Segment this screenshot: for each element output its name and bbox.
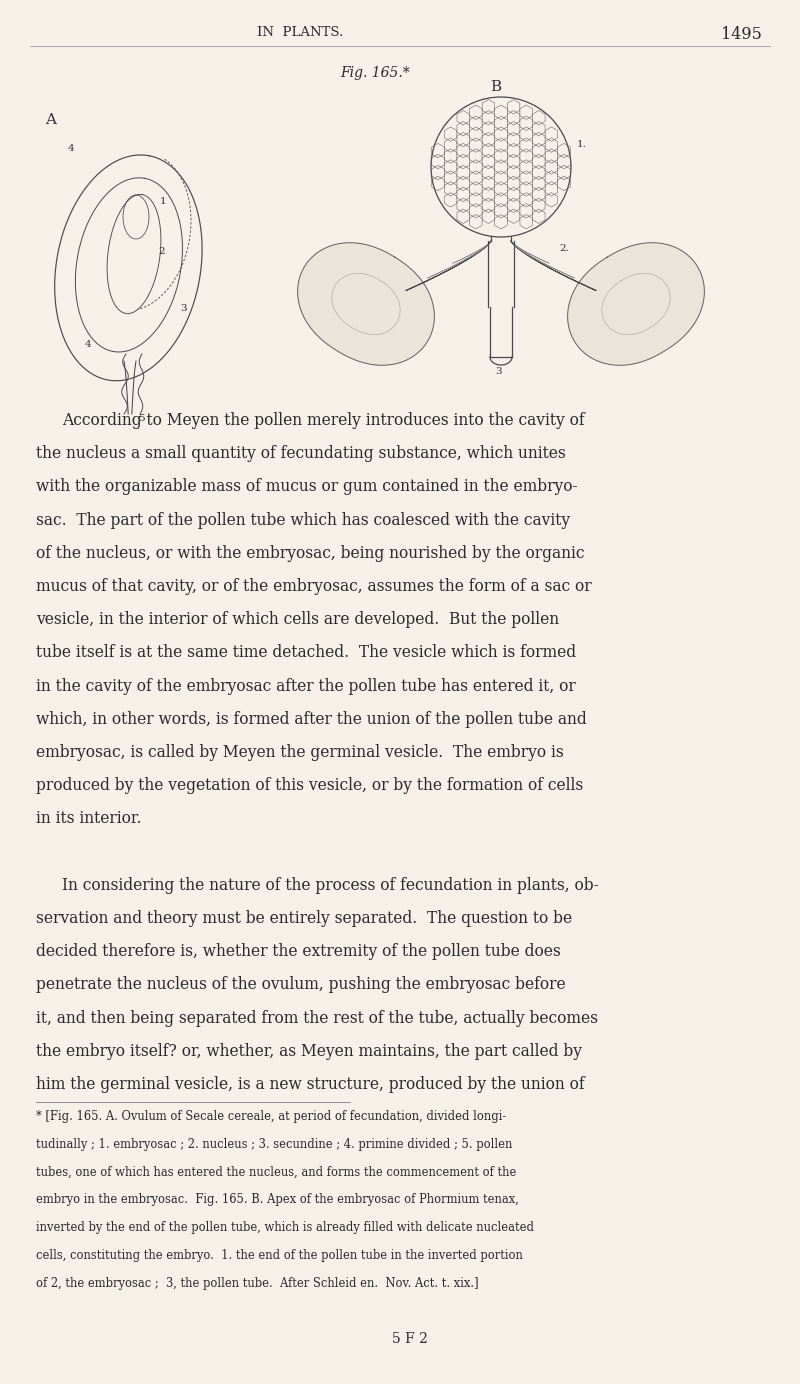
Text: 2: 2 xyxy=(158,246,165,256)
Text: embryosac, is called by Meyen the germinal vesicle.  The embryo is: embryosac, is called by Meyen the germin… xyxy=(36,745,564,761)
Text: mucus of that cavity, or of the embryosac, assumes the form of a sac or: mucus of that cavity, or of the embryosa… xyxy=(36,579,592,595)
Text: IN  PLANTS.: IN PLANTS. xyxy=(257,26,343,39)
Text: 2.: 2. xyxy=(559,244,569,253)
Text: tube itself is at the same time detached.  The vesicle which is formed: tube itself is at the same time detached… xyxy=(36,645,576,662)
Text: 3: 3 xyxy=(495,367,502,376)
Text: in the cavity of the embryosac after the pollen tube has entered it, or: in the cavity of the embryosac after the… xyxy=(36,678,576,695)
Text: servation and theory must be entirely separated.  The question to be: servation and theory must be entirely se… xyxy=(36,911,572,927)
Text: it, and then being separated from the rest of the tube, actually becomes: it, and then being separated from the re… xyxy=(36,1009,598,1027)
Text: the embryo itself? or, whether, as Meyen maintains, the part called by: the embryo itself? or, whether, as Meyen… xyxy=(36,1042,582,1060)
Text: inverted by the end of the pollen tube, which is already filled with delicate nu: inverted by the end of the pollen tube, … xyxy=(36,1221,534,1235)
Text: 4: 4 xyxy=(85,340,92,349)
Text: of 2, the embryosac ;  3, the pollen tube.  After Schleid en.  Nov. Act. t. xix.: of 2, the embryosac ; 3, the pollen tube… xyxy=(36,1277,478,1290)
Text: 4: 4 xyxy=(68,144,74,154)
Text: 3: 3 xyxy=(180,304,186,313)
Text: which, in other words, is formed after the union of the pollen tube and: which, in other words, is formed after t… xyxy=(36,711,586,728)
Text: A: A xyxy=(45,113,56,127)
Text: tudinally ; 1. embryosac ; 2. nucleus ; 3. secundine ; 4. primine divided ; 5. p: tudinally ; 1. embryosac ; 2. nucleus ; … xyxy=(36,1138,512,1151)
Text: vesicle, in the interior of which cells are developed.  But the pollen: vesicle, in the interior of which cells … xyxy=(36,612,559,628)
Text: * [Fig. 165. A. Ovulum of Secale cereale, at period of fecundation, divided long: * [Fig. 165. A. Ovulum of Secale cereale… xyxy=(36,1110,506,1122)
Text: 5: 5 xyxy=(138,414,145,424)
Text: sac.  The part of the pollen tube which has coalesced with the cavity: sac. The part of the pollen tube which h… xyxy=(36,512,570,529)
Polygon shape xyxy=(406,241,491,291)
Text: In considering the nature of the process of fecundation in plants, ob-: In considering the nature of the process… xyxy=(62,877,598,894)
Polygon shape xyxy=(568,242,704,365)
Text: 1.: 1. xyxy=(577,140,587,149)
Polygon shape xyxy=(298,242,434,365)
Text: B: B xyxy=(490,80,501,94)
Text: embryo in the embryosac.  Fig. 165. B. Apex of the embryosac of Phormium tenax,: embryo in the embryosac. Fig. 165. B. Ap… xyxy=(36,1193,519,1207)
Text: with the organizable mass of mucus or gum contained in the embryo-: with the organizable mass of mucus or gu… xyxy=(36,479,578,495)
Text: According to Meyen the pollen merely introduces into the cavity of: According to Meyen the pollen merely int… xyxy=(62,412,585,429)
Polygon shape xyxy=(511,241,596,291)
Text: decided therefore is, whether the extremity of the pollen tube does: decided therefore is, whether the extrem… xyxy=(36,944,561,960)
Text: produced by the vegetation of this vesicle, or by the formation of cells: produced by the vegetation of this vesic… xyxy=(36,778,583,794)
Text: 1: 1 xyxy=(160,197,166,206)
Text: 5 F 2: 5 F 2 xyxy=(392,1331,428,1347)
Text: the nucleus a small quantity of fecundating substance, which unites: the nucleus a small quantity of fecundat… xyxy=(36,446,566,462)
Text: penetrate the nucleus of the ovulum, pushing the embryosac before: penetrate the nucleus of the ovulum, pus… xyxy=(36,976,566,994)
Text: Fig. 165.*: Fig. 165.* xyxy=(340,66,410,80)
Text: of the nucleus, or with the embryosac, being nourished by the organic: of the nucleus, or with the embryosac, b… xyxy=(36,545,585,562)
Text: cells, constituting the embryo.  1. the end of the pollen tube in the inverted p: cells, constituting the embryo. 1. the e… xyxy=(36,1248,523,1262)
Text: tubes, one of which has entered the nucleus, and forms the commencement of the: tubes, one of which has entered the nucl… xyxy=(36,1165,516,1179)
Text: him the germinal vesicle, is a new structure, produced by the union of: him the germinal vesicle, is a new struc… xyxy=(36,1075,585,1093)
Text: 1495: 1495 xyxy=(721,26,762,43)
Text: in its interior.: in its interior. xyxy=(36,811,142,828)
